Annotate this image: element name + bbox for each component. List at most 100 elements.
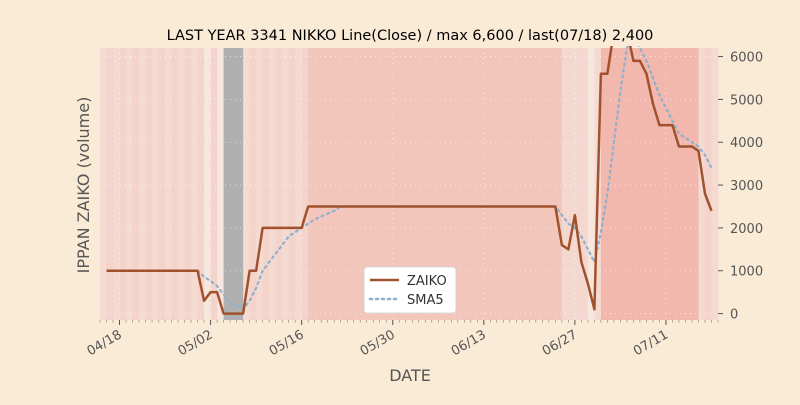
- day-band: [555, 48, 563, 320]
- day-band: [503, 48, 511, 320]
- day-band: [496, 48, 504, 320]
- day-band: [360, 48, 368, 320]
- day-band: [522, 48, 530, 320]
- day-band: [301, 48, 309, 320]
- day-band: [516, 48, 524, 320]
- day-band: [275, 48, 283, 320]
- y-axis-label: IPPAN ZAIKO (volume): [74, 97, 93, 274]
- day-band: [262, 48, 270, 320]
- series-line-zaiko: [106, 46, 713, 315]
- day-band: [269, 48, 277, 320]
- day-band: [152, 48, 160, 320]
- x-tick-label: 07/11: [631, 327, 671, 359]
- day-band: [282, 48, 290, 320]
- day-band: [171, 48, 179, 320]
- x-axis-label: DATE: [389, 366, 431, 385]
- y-tick-label: 1000: [730, 265, 763, 280]
- day-band: [132, 48, 140, 320]
- day-band: [600, 48, 608, 320]
- day-band: [542, 48, 550, 320]
- x-tick-label: 05/16: [267, 327, 307, 359]
- day-band: [230, 48, 238, 320]
- day-band: [392, 48, 400, 320]
- day-band: [366, 48, 374, 320]
- day-band: [197, 48, 205, 320]
- legend-label-sma5: SMA5: [407, 293, 444, 308]
- day-band: [314, 48, 322, 320]
- day-band: [139, 48, 147, 320]
- y-tick-label: 3000: [730, 179, 763, 194]
- day-band: [236, 48, 244, 320]
- day-band: [509, 48, 517, 320]
- day-band: [685, 48, 693, 320]
- y-tick-label: 4000: [730, 136, 763, 151]
- day-band: [672, 48, 680, 320]
- day-band: [386, 48, 394, 320]
- day-band: [399, 48, 407, 320]
- x-tick-label: 05/30: [358, 327, 398, 359]
- day-band: [100, 48, 108, 320]
- day-band: [691, 48, 699, 320]
- day-band: [620, 48, 628, 320]
- y-tick-label: 0: [730, 308, 738, 323]
- day-band: [652, 48, 660, 320]
- day-band: [431, 48, 439, 320]
- day-band: [256, 48, 264, 320]
- day-band: [633, 48, 641, 320]
- day-band: [711, 48, 719, 320]
- day-band: [561, 48, 569, 320]
- day-band: [334, 48, 342, 320]
- day-band: [412, 48, 420, 320]
- day-band: [704, 48, 712, 320]
- day-band: [113, 48, 121, 320]
- series-line-sma5: [196, 46, 713, 311]
- day-band: [639, 48, 647, 320]
- background-bands: [100, 48, 719, 320]
- day-band: [126, 48, 134, 320]
- x-tick-label: 05/02: [176, 327, 216, 359]
- x-tick-label: 04/18: [85, 327, 125, 359]
- day-band: [646, 48, 654, 320]
- day-band: [587, 48, 595, 320]
- day-band: [191, 48, 199, 320]
- day-band: [158, 48, 166, 320]
- day-band: [665, 48, 673, 320]
- legend-box: [363, 266, 457, 314]
- day-band: [249, 48, 257, 320]
- chart-title: LAST YEAR 3341 NIKKO Line(Close) / max 6…: [167, 28, 654, 44]
- day-band: [204, 48, 212, 320]
- x-tick-label: 06/13: [449, 327, 489, 359]
- day-band: [659, 48, 667, 320]
- y-tick-label: 2000: [730, 222, 763, 237]
- day-band: [535, 48, 543, 320]
- day-band: [483, 48, 491, 320]
- day-band: [308, 48, 316, 320]
- day-band: [217, 48, 225, 320]
- day-band: [165, 48, 173, 320]
- day-band: [210, 48, 218, 320]
- day-band: [451, 48, 459, 320]
- day-band: [340, 48, 348, 320]
- legend: ZAIKO SMA5: [363, 266, 457, 314]
- day-band: [490, 48, 498, 320]
- day-band: [353, 48, 361, 320]
- day-band: [243, 48, 251, 320]
- day-band: [613, 48, 621, 320]
- day-band: [106, 48, 114, 320]
- day-band: [529, 48, 537, 320]
- day-band: [418, 48, 426, 320]
- day-band: [464, 48, 472, 320]
- day-band: [574, 48, 582, 320]
- day-band: [178, 48, 186, 320]
- day-band: [698, 48, 706, 320]
- day-band: [184, 48, 192, 320]
- day-band: [607, 48, 615, 320]
- day-band: [379, 48, 387, 320]
- day-band: [581, 48, 589, 320]
- day-band: [626, 48, 634, 320]
- day-band: [678, 48, 686, 320]
- day-band: [470, 48, 478, 320]
- day-band: [457, 48, 465, 320]
- day-band: [145, 48, 153, 320]
